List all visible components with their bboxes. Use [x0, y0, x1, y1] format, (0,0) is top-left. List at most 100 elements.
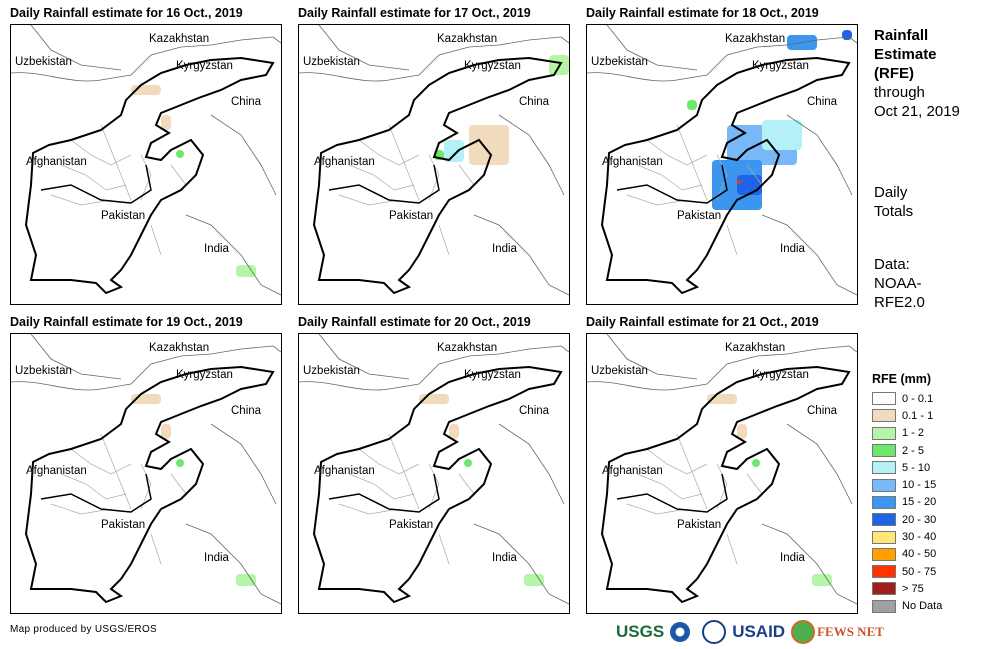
rain-area	[449, 424, 459, 439]
legend-label: 50 - 75	[902, 565, 937, 578]
legend-label: 15 - 20	[902, 496, 937, 509]
country-label-afghanistan: Afghanistan	[26, 465, 87, 477]
legend-item: 0.1 - 1	[872, 407, 942, 424]
side-title-line: Rainfall	[874, 27, 929, 44]
country-label-kyrgyzstan: Kyrgyzstan	[752, 369, 809, 381]
totals-text: Totals	[874, 203, 914, 220]
panel-title: Daily Rainfall estimate for 21 Oct., 201…	[586, 315, 819, 329]
country-label-afghanistan: Afghanistan	[602, 465, 663, 477]
country-label-uzbekistan: Uzbekistan	[303, 56, 360, 68]
country-label-kazakhstan: Kazakhstan	[149, 342, 210, 354]
country-label-pakistan: Pakistan	[677, 519, 722, 531]
map-svg	[299, 334, 569, 605]
country-label-kyrgyzstan: Kyrgyzstan	[752, 60, 809, 72]
legend-swatch	[872, 495, 896, 509]
map-svg	[11, 25, 281, 296]
legend-swatch	[872, 582, 896, 596]
usaid-seal-icon	[702, 620, 727, 644]
rain-area	[236, 574, 256, 586]
legend-swatch	[872, 513, 896, 527]
country-label-kazakhstan: Kazakhstan	[725, 33, 786, 45]
legend-item: 50 - 75	[872, 563, 942, 580]
legend-swatch	[872, 530, 896, 544]
through-text: through	[874, 84, 925, 101]
side-through: through Oct 21, 2019	[874, 83, 960, 121]
country-label-india: India	[204, 552, 229, 564]
legend-label: 2 - 5	[902, 444, 925, 457]
rain-area	[737, 424, 747, 439]
data-label: Data:	[874, 256, 910, 273]
rain-area	[752, 459, 760, 467]
country-label-india: India	[780, 243, 805, 255]
legend-label: 5 - 10	[902, 461, 931, 474]
country-label-china: China	[231, 96, 262, 108]
country-label-kyrgyzstan: Kyrgyzstan	[464, 369, 521, 381]
rain-area	[524, 574, 544, 586]
panel-title: Daily Rainfall estimate for 16 Oct., 201…	[10, 6, 243, 20]
rainfall-map-panel: Kazakhstan Uzbekistan Kyrgyzstan China Afgha…	[298, 333, 570, 614]
legend-item: 0 - 0.1	[872, 390, 942, 407]
country-label-china: China	[807, 405, 838, 417]
map-svg	[587, 334, 857, 605]
legend-label: 0 - 0.1	[902, 392, 934, 405]
country-label-pakistan: Pakistan	[101, 210, 146, 222]
country-label-afghanistan: Afghanistan	[26, 156, 87, 168]
legend-item: 30 - 40	[872, 528, 942, 545]
data-source: NOAA-	[874, 275, 922, 292]
legend-swatch	[872, 461, 896, 475]
country-label-india: India	[492, 243, 517, 255]
country-label-afghanistan: Afghanistan	[602, 156, 663, 168]
country-label-china: China	[807, 96, 838, 108]
rain-area	[236, 265, 256, 277]
legend-title: RFE (mm)	[872, 372, 932, 386]
country-label-uzbekistan: Uzbekistan	[15, 56, 72, 68]
rain-area	[161, 115, 171, 130]
noaa-logo	[670, 622, 691, 642]
rainfall-map-panel: Kazakhstan Uzbekistan Kyrgyzstan China Afgha…	[298, 24, 570, 305]
country-label-afghanistan: Afghanistan	[314, 465, 375, 477]
country-label-china: China	[519, 405, 550, 417]
rain-area	[464, 459, 472, 467]
legend-swatch	[872, 547, 896, 561]
side-title: Rainfall Estimate (RFE)	[874, 26, 937, 83]
data-source: RFE2.0	[874, 294, 925, 311]
legend-label: 40 - 50	[902, 548, 937, 561]
rainfall-map-panel: Kazakhstan Uzbekistan Kyrgyzstan China Afgha…	[10, 24, 282, 305]
rain-area	[176, 150, 184, 158]
panel-title: Daily Rainfall estimate for 19 Oct., 201…	[10, 315, 243, 329]
legend-swatch	[872, 565, 896, 579]
country-label-pakistan: Pakistan	[389, 210, 434, 222]
legend-item: 5 - 10	[872, 459, 942, 476]
fewsnet-text: FEWS NET	[817, 624, 884, 639]
map-svg	[587, 25, 857, 296]
rain-area	[762, 120, 802, 150]
country-label-kazakhstan: Kazakhstan	[725, 342, 786, 354]
rainfall-map-panel: Kazakhstan Uzbekistan Kyrgyzstan China Afgha…	[586, 24, 858, 305]
country-label-india: India	[492, 552, 517, 564]
legend: RFE (mm) 0 - 0.1 0.1 - 1 1 - 2 2 - 5 5 - 10 1…	[872, 372, 942, 615]
rainfall-map-panel: Kazakhstan Uzbekistan Kyrgyzstan China Afgha…	[10, 333, 282, 614]
legend-item: 2 - 5	[872, 442, 942, 459]
rain-area	[737, 175, 762, 195]
country-label-uzbekistan: Uzbekistan	[591, 56, 648, 68]
rain-area	[469, 125, 509, 165]
map-svg	[11, 334, 281, 605]
legend-swatch	[872, 444, 896, 458]
country-label-pakistan: Pakistan	[389, 519, 434, 531]
country-label-china: China	[519, 96, 550, 108]
legend-label: 0.1 - 1	[902, 409, 934, 422]
map-svg	[299, 25, 569, 296]
rain-area	[444, 140, 464, 162]
country-label-pakistan: Pakistan	[677, 210, 722, 222]
country-label-pakistan: Pakistan	[101, 519, 146, 531]
legend-label: 20 - 30	[902, 513, 937, 526]
side-title-line: (RFE)	[874, 65, 914, 82]
legend-label: > 75	[902, 582, 924, 595]
legend-item: 15 - 20	[872, 494, 942, 511]
legend-swatch	[872, 409, 896, 423]
legend-item: 1 - 2	[872, 425, 942, 442]
legend-item: 10 - 15	[872, 476, 942, 493]
country-label-afghanistan: Afghanistan	[314, 156, 375, 168]
usaid-logo: USAID	[732, 622, 786, 641]
panel-title: Daily Rainfall estimate for 18 Oct., 201…	[586, 6, 819, 20]
